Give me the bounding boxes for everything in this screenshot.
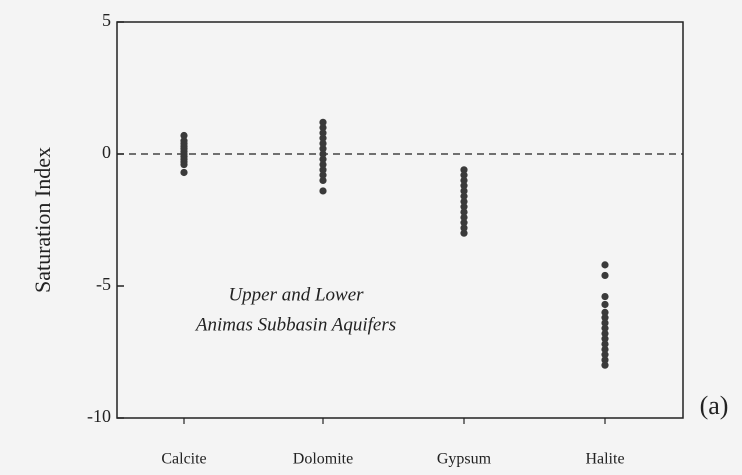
data-point [601, 292, 609, 301]
annotation: Upper and Lower [228, 284, 364, 305]
data-point [601, 319, 609, 327]
data-point [319, 160, 327, 169]
data-point [460, 192, 468, 200]
data-point [460, 197, 468, 206]
x-tick-label: Halite [585, 451, 624, 468]
data-point [319, 118, 327, 126]
data-point [601, 351, 609, 359]
data-point [601, 261, 609, 269]
data-point [601, 271, 609, 280]
data-point [319, 187, 327, 195]
data-point [319, 139, 327, 148]
data-point [460, 213, 468, 221]
data-point [601, 361, 609, 369]
data-point [460, 208, 468, 216]
data-point [460, 166, 468, 174]
x-tick-label: Gypsum [437, 451, 492, 468]
data-point [460, 187, 468, 195]
x-tick-label: Dolomite [293, 451, 353, 468]
data-point [319, 124, 327, 132]
data-point [180, 131, 188, 140]
data-point [601, 314, 609, 322]
data-point [601, 356, 609, 364]
data-point [319, 145, 327, 153]
data-point [319, 150, 327, 158]
data-point [460, 203, 468, 211]
data-point [601, 308, 609, 316]
y-axis-label: Saturation Index [30, 147, 55, 293]
y-tick-label: -5 [96, 274, 111, 294]
data-point [601, 300, 609, 309]
data-point [460, 229, 468, 237]
plot-frame [116, 21, 684, 419]
data-point [601, 345, 609, 353]
data-point [460, 182, 468, 190]
data-point [460, 171, 468, 179]
data-point [601, 329, 609, 338]
data-point [180, 160, 188, 169]
y-tick-label: 5 [102, 10, 111, 30]
y-tick-label: -10 [87, 406, 111, 426]
data-point [601, 340, 609, 348]
data-point [601, 335, 609, 343]
data-point [460, 176, 468, 184]
data-point [319, 176, 327, 184]
data-point [319, 155, 327, 163]
data-point [319, 166, 327, 174]
data-point [180, 168, 188, 177]
panel-label: (a) [700, 391, 729, 420]
data-point [460, 224, 468, 232]
annotation: Animas Subbasin Aquifers [194, 314, 396, 335]
data-point [601, 324, 609, 332]
data-point [319, 171, 327, 179]
x-tick-label: Calcite [161, 451, 206, 468]
data-point [319, 134, 327, 142]
data-point [319, 129, 327, 137]
data-point [460, 219, 468, 227]
y-tick-label: 0 [102, 142, 111, 162]
